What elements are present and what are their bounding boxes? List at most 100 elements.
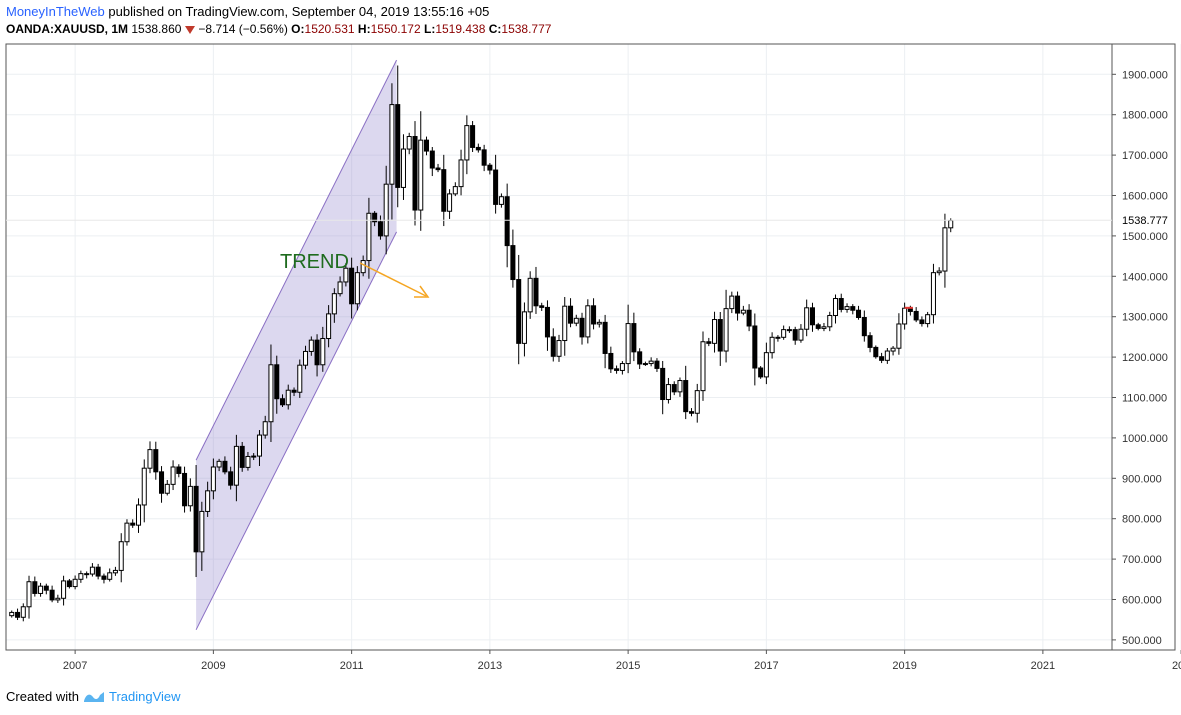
- candle-body: [205, 490, 211, 512]
- candle-body: [677, 380, 683, 393]
- candle-series: [9, 65, 954, 622]
- open-label: O:: [291, 22, 305, 36]
- candle-body: [49, 589, 55, 601]
- candle-body: [182, 472, 188, 507]
- symbol-label[interactable]: OANDA:XAUUSD, 1M: [6, 22, 129, 36]
- candle-body: [447, 193, 453, 212]
- candle-body: [740, 309, 746, 314]
- candle-body: [919, 319, 925, 325]
- open-value: 1520.531: [304, 22, 355, 36]
- candle-body: [153, 449, 159, 473]
- author-link[interactable]: MoneyInTheWeb: [6, 4, 105, 19]
- candle-body: [493, 169, 499, 205]
- candle-body: [879, 356, 885, 361]
- candle-body: [199, 510, 205, 553]
- x-tick-label: 2013: [478, 660, 502, 672]
- candle-body: [268, 364, 274, 423]
- candle-body: [107, 572, 113, 580]
- candle-body: [936, 270, 942, 274]
- candle-body: [798, 328, 804, 341]
- candle-body: [884, 350, 890, 361]
- x-tick-label: 2021: [1031, 660, 1055, 672]
- trend-channel-upper-line[interactable]: [195, 59, 398, 461]
- price-change: −8.714 (−0.56%): [198, 22, 288, 36]
- candle-body: [9, 611, 15, 617]
- candle-body: [533, 277, 539, 307]
- y-tick-label: 1300.000: [1122, 312, 1168, 324]
- x-tick-label: 2011: [340, 660, 364, 672]
- candle-body: [527, 277, 533, 313]
- trend-channel-lower-line[interactable]: [195, 231, 398, 631]
- candle-body: [896, 323, 902, 349]
- candle-body: [804, 307, 810, 330]
- trend-channel[interactable]: [195, 59, 398, 631]
- candle-body: [303, 350, 309, 366]
- symbol-header: OANDA:XAUUSD, 1M 1538.860 −8.714 (−0.56%)…: [6, 22, 551, 36]
- candle-body: [591, 305, 597, 325]
- candle-body: [320, 338, 326, 366]
- candle-body: [735, 295, 741, 314]
- candle-body: [470, 125, 476, 148]
- y-tick-label: 1700.000: [1122, 150, 1168, 162]
- candle-body: [568, 305, 574, 324]
- candle-body: [786, 329, 792, 332]
- candle-body: [913, 310, 919, 321]
- trend-annotation-text[interactable]: TREND: [280, 251, 349, 273]
- candle-body: [308, 339, 314, 352]
- y-tick-label: 600.000: [1122, 595, 1162, 607]
- candle-body: [758, 367, 764, 378]
- candle-body: [516, 279, 522, 344]
- candle-body: [827, 314, 833, 328]
- candle-body: [101, 575, 107, 580]
- candle-body: [412, 136, 418, 211]
- candle-body: [850, 306, 856, 311]
- candle-body: [648, 360, 654, 365]
- candle-body: [694, 390, 700, 414]
- candle-body: [314, 339, 320, 366]
- candle-body: [164, 483, 170, 494]
- annotations[interactable]: TREND: [280, 251, 430, 298]
- candle-body: [170, 466, 176, 485]
- candle-body: [671, 384, 677, 393]
- y-tick-label: 1900.000: [1122, 69, 1168, 81]
- trend-arrow-head[interactable]: [414, 285, 430, 298]
- last-price-label: 1538.777: [1122, 215, 1168, 227]
- tradingview-link[interactable]: TradingView: [108, 689, 181, 704]
- candle-body: [187, 485, 193, 507]
- candle-body: [441, 169, 447, 212]
- candle-body: [792, 329, 798, 341]
- candle-body: [930, 272, 936, 316]
- low-label: L:: [424, 22, 436, 36]
- high-label: H:: [357, 22, 371, 36]
- candle-body: [262, 421, 268, 436]
- candle-body: [614, 368, 620, 371]
- candle-body: [38, 585, 44, 594]
- candle-body: [274, 364, 280, 400]
- candle-body: [331, 293, 337, 315]
- candle-body: [683, 380, 689, 413]
- candle-body: [251, 455, 257, 458]
- candle-body: [26, 581, 32, 608]
- candle-body: [544, 306, 550, 338]
- tradingview-logo-icon: [83, 691, 104, 702]
- candle-body: [256, 434, 262, 457]
- grid-lines: [6, 44, 1181, 650]
- candle-body: [418, 139, 424, 211]
- y-tick-label: 700.000: [1122, 554, 1162, 566]
- trend-channel-fill[interactable]: [196, 60, 397, 630]
- candle-body: [228, 471, 234, 486]
- candle-body: [942, 227, 948, 272]
- candle-body: [752, 325, 758, 369]
- low-value: 1519.438: [435, 22, 486, 36]
- candle-body: [291, 389, 297, 393]
- candle-body: [487, 164, 493, 171]
- candle-body: [400, 148, 406, 188]
- trend-arrow-line[interactable]: [359, 262, 427, 297]
- y-tick-label: 1800.000: [1122, 110, 1168, 122]
- candle-body: [78, 573, 84, 580]
- x-tick-label: 2019: [892, 660, 916, 672]
- candle-body: [706, 341, 712, 344]
- candle-body: [216, 460, 222, 468]
- candle-body: [723, 308, 729, 352]
